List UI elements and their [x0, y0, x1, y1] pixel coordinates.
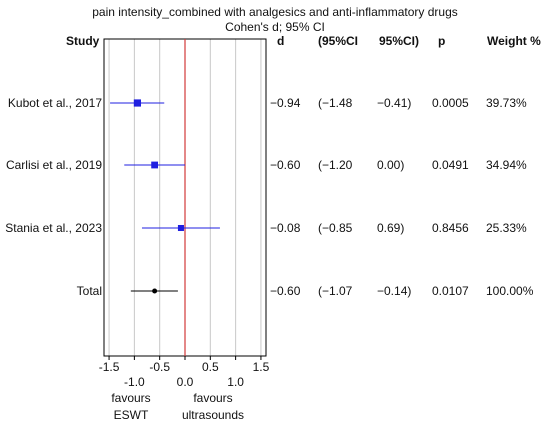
total-ci-low: (−1.07 [318, 284, 353, 298]
study-d: −0.08 [270, 221, 301, 235]
study-name: Stania et al., 2023 [5, 221, 102, 235]
favours-left-line2: ESWT [113, 408, 149, 422]
x-tick-label: 0.5 [202, 360, 219, 374]
favours-right-line2: ultrasounds [181, 408, 245, 422]
study-name: Carlisi et al., 2019 [5, 158, 102, 172]
x-tick-label: -0.5 [149, 360, 170, 374]
favours-left-line1: favours [111, 391, 151, 405]
effect-marker [133, 99, 142, 107]
x-tick-label: 1.5 [253, 360, 270, 374]
study-ci-high: 0.00) [377, 158, 405, 172]
study-d: −0.94 [270, 96, 301, 110]
study-weight: 25.33% [486, 221, 527, 235]
total-p: 0.0107 [432, 284, 469, 298]
x-tick-label: 1.0 [227, 375, 244, 389]
total-marker [152, 288, 158, 294]
effect-marker [177, 224, 184, 232]
study-ci-high: −0.41) [377, 96, 412, 110]
study-weight: 39.73% [486, 96, 527, 110]
study-ci-low: (−1.48 [318, 96, 353, 110]
header-weight: Weight % [487, 34, 541, 48]
chart-subtitle: Cohen's d; 95% CI [225, 20, 325, 34]
study-p: 0.8456 [432, 221, 469, 235]
x-tick-label: 0.0 [177, 375, 194, 389]
study-weight: 34.94% [486, 158, 527, 172]
study-p: 0.0005 [432, 96, 469, 110]
study-ci-low: (−0.85 [318, 221, 353, 235]
effect-marker [151, 161, 159, 169]
header-ci-high: 95%CI) [379, 34, 420, 48]
header-ci-low: (95%CI [318, 34, 359, 48]
total-name: Total [76, 284, 102, 298]
total-ci-high: −0.14) [377, 284, 412, 298]
study-name: Kubot et al., 2017 [7, 96, 102, 110]
total-weight: 100.00% [486, 284, 534, 298]
total-d: −0.60 [270, 284, 301, 298]
chart-title: pain intensity_combined with analgesics … [92, 5, 458, 19]
x-tick-label: -1.0 [124, 375, 145, 389]
header-d: d [277, 34, 285, 48]
study-d: −0.60 [270, 158, 301, 172]
study-ci-high: 0.69) [377, 221, 405, 235]
study-ci-low: (−1.20 [318, 158, 353, 172]
header-study: Study [66, 34, 100, 48]
favours-right-line1: favours [193, 391, 233, 405]
x-tick-label: -1.5 [99, 360, 120, 374]
header-p: p [438, 34, 446, 48]
study-p: 0.0491 [432, 158, 469, 172]
